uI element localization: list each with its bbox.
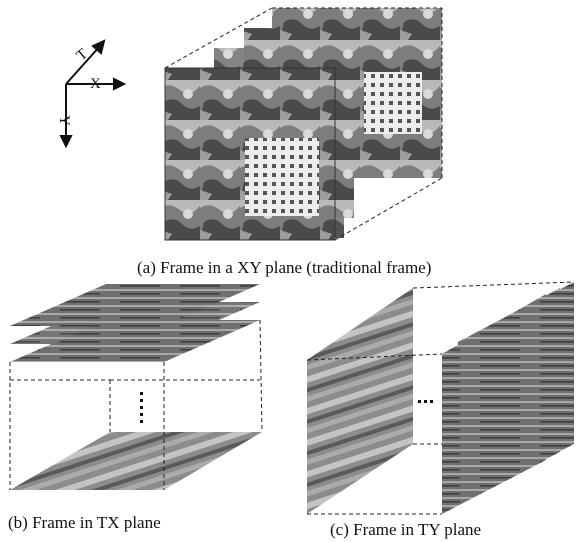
- ty-frame-stack: [306, 281, 575, 515]
- x-axis-label: X: [90, 76, 101, 92]
- tx-ellipsis: [140, 392, 143, 423]
- ty-slice-front: [307, 288, 413, 514]
- tx-box-lines: [9, 319, 263, 490]
- xy-frame-projection-lines: [164, 7, 443, 241]
- ty-slice-back-1: [442, 294, 546, 514]
- y-axis-label: Y: [55, 115, 72, 126]
- xy-frame-front: [164, 67, 336, 241]
- caption-ty-plane: (c) Frame in TY plane: [330, 520, 482, 539]
- tx-slice-3: [10, 320, 260, 362]
- tx-slice-bottom: [10, 432, 262, 490]
- tx-frame-stack: [9, 284, 263, 490]
- xy-frame-stack: [164, 7, 443, 241]
- ty-box-lines: [306, 281, 575, 515]
- ty-ellipsis: [418, 400, 433, 403]
- caption-tx-plane: (b) Frame in TX plane: [8, 513, 161, 532]
- axis-icon: [59, 39, 127, 149]
- caption-xy-plane: (a) Frame in a XY plane (traditional fra…: [137, 258, 432, 277]
